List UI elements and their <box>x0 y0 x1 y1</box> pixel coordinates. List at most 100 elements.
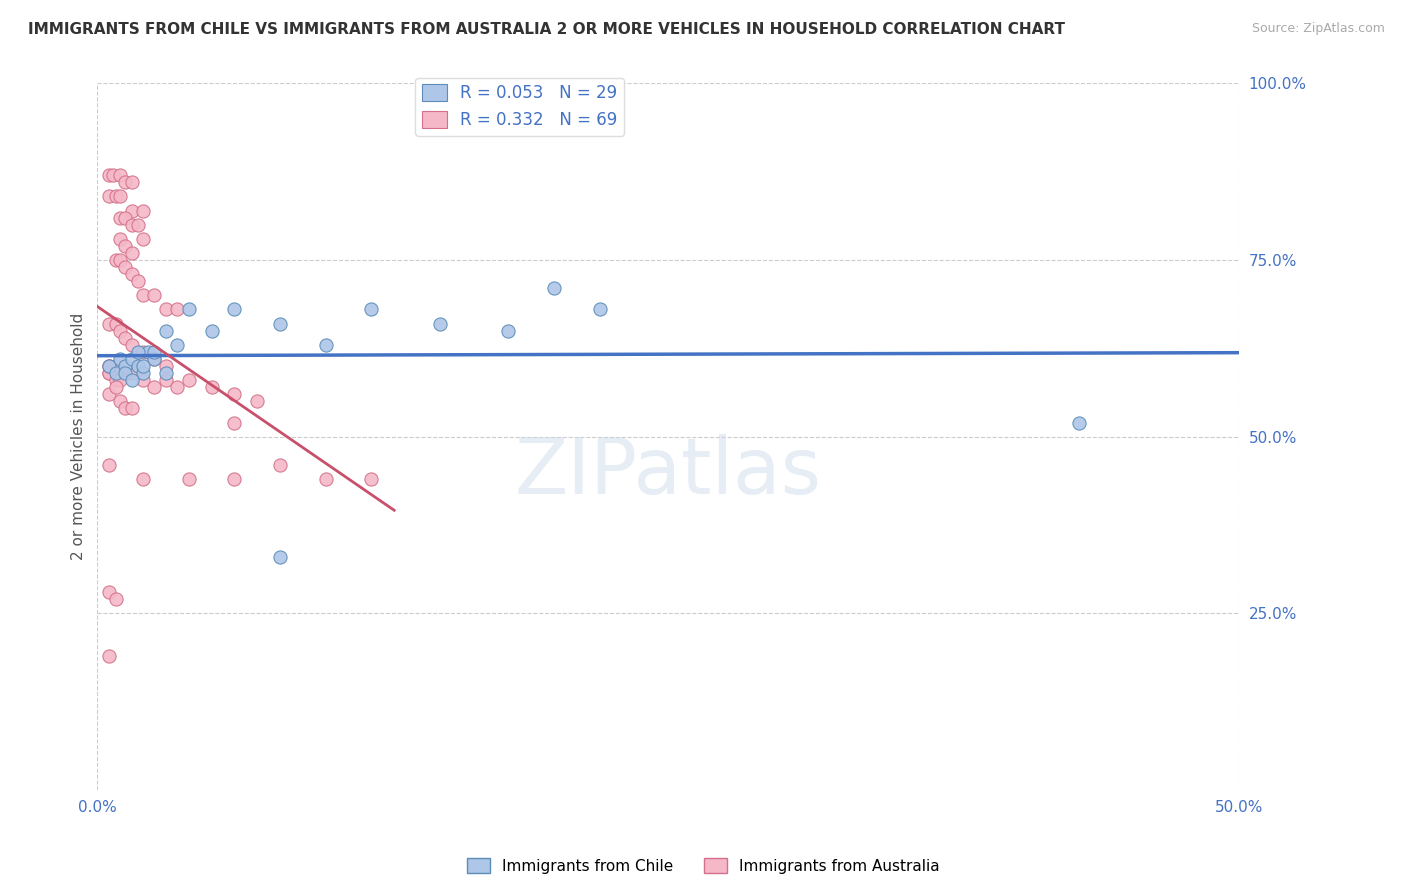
Point <box>114 366 136 380</box>
Point <box>200 380 222 394</box>
Point <box>121 351 143 366</box>
Point <box>108 324 131 338</box>
Point <box>132 344 155 359</box>
Point <box>155 373 177 387</box>
Text: ZIPatlas: ZIPatlas <box>515 434 821 510</box>
Point <box>104 189 127 203</box>
Point <box>114 239 136 253</box>
Point <box>127 344 149 359</box>
Point <box>360 302 382 317</box>
Point <box>166 380 188 394</box>
Point <box>97 189 120 203</box>
Point <box>246 394 269 409</box>
Point <box>97 366 120 380</box>
Point <box>97 359 120 373</box>
Point <box>132 373 155 387</box>
Point <box>121 246 143 260</box>
Point <box>103 168 125 182</box>
Text: IMMIGRANTS FROM CHILE VS IMMIGRANTS FROM AUSTRALIA 2 OR MORE VEHICLES IN HOUSEHO: IMMIGRANTS FROM CHILE VS IMMIGRANTS FROM… <box>28 22 1066 37</box>
Point <box>166 338 188 352</box>
Legend: Immigrants from Chile, Immigrants from Australia: Immigrants from Chile, Immigrants from A… <box>461 852 945 880</box>
Point <box>104 592 127 607</box>
Point <box>132 203 155 218</box>
Point <box>97 359 120 373</box>
Point <box>108 366 131 380</box>
Point <box>200 324 222 338</box>
Point <box>114 260 136 274</box>
Point <box>127 274 149 288</box>
Point <box>132 288 155 302</box>
Point <box>108 253 131 268</box>
Point <box>143 344 166 359</box>
Point <box>114 331 136 345</box>
Point <box>315 472 337 486</box>
Point <box>121 203 143 218</box>
Legend: R = 0.053   N = 29, R = 0.332   N = 69: R = 0.053 N = 29, R = 0.332 N = 69 <box>415 78 624 136</box>
Point <box>132 366 155 380</box>
Point <box>108 351 131 366</box>
Point <box>166 302 188 317</box>
Point <box>269 317 291 331</box>
Point <box>108 211 131 225</box>
Point <box>1067 416 1090 430</box>
Point <box>543 281 565 295</box>
Point <box>114 401 136 416</box>
Point <box>121 366 143 380</box>
Point <box>224 416 246 430</box>
Point <box>108 373 131 387</box>
Point <box>224 302 246 317</box>
Point <box>97 168 120 182</box>
Point <box>588 302 610 317</box>
Point <box>155 302 177 317</box>
Point <box>143 351 166 366</box>
Point <box>224 472 246 486</box>
Point <box>143 288 166 302</box>
Point <box>360 472 382 486</box>
Point <box>132 359 155 373</box>
Point <box>104 380 127 394</box>
Point <box>177 302 200 317</box>
Point <box>108 168 131 182</box>
Point <box>121 401 143 416</box>
Point <box>97 317 120 331</box>
Point <box>498 324 520 338</box>
Point <box>104 253 127 268</box>
Point <box>104 373 127 387</box>
Point <box>177 373 200 387</box>
Point <box>97 366 120 380</box>
Point <box>132 472 155 486</box>
Point <box>127 218 149 232</box>
Point <box>155 324 177 338</box>
Text: Source: ZipAtlas.com: Source: ZipAtlas.com <box>1251 22 1385 36</box>
Point <box>269 458 291 472</box>
Point <box>108 394 131 409</box>
Point <box>429 317 451 331</box>
Point <box>114 359 136 373</box>
Point <box>224 387 246 401</box>
Point <box>104 366 127 380</box>
Point <box>104 359 127 373</box>
Point <box>127 359 149 373</box>
Point <box>155 359 177 373</box>
Point <box>121 338 143 352</box>
Point <box>121 373 143 387</box>
Point <box>97 359 120 373</box>
Y-axis label: 2 or more Vehicles in Household: 2 or more Vehicles in Household <box>72 313 86 560</box>
Point <box>114 175 136 189</box>
Point <box>121 267 143 281</box>
Point <box>97 458 120 472</box>
Point <box>121 175 143 189</box>
Point <box>114 211 136 225</box>
Point <box>155 366 177 380</box>
Point <box>97 387 120 401</box>
Point <box>121 218 143 232</box>
Point <box>315 338 337 352</box>
Point <box>143 351 166 366</box>
Point <box>132 232 155 246</box>
Point <box>143 380 166 394</box>
Point <box>104 317 127 331</box>
Point <box>97 648 120 663</box>
Point <box>269 549 291 564</box>
Point <box>97 585 120 599</box>
Point <box>136 344 159 359</box>
